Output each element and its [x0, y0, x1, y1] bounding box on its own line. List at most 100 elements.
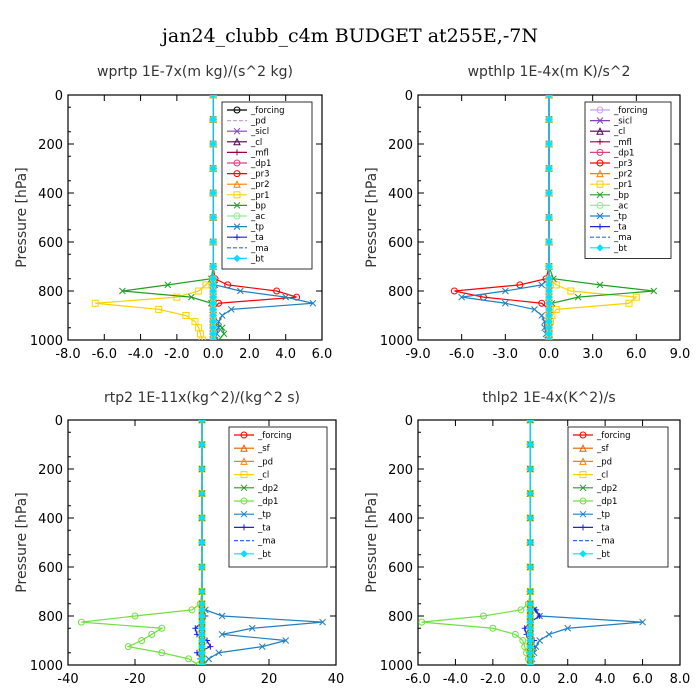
- series-line_dp1: [421, 420, 531, 665]
- series-point_tp: [282, 293, 290, 301]
- series-point_bt: [198, 465, 206, 473]
- legend-label: _dp1: [250, 159, 271, 169]
- legend-marker: [596, 159, 604, 167]
- series-point_bp: [220, 330, 228, 338]
- legend-marker: [233, 170, 241, 178]
- series-point_bt: [526, 514, 534, 522]
- y-tick-label: 0: [55, 414, 63, 429]
- legend-label: _ta: [613, 223, 627, 233]
- x-tick-label: -4.0: [128, 347, 153, 362]
- series-point_dp1: [511, 630, 519, 638]
- series-point_pr1: [552, 305, 560, 313]
- y-tick-label: 1000: [30, 334, 63, 349]
- y-tick-label: 1000: [30, 659, 63, 674]
- series-point_bt: [545, 213, 553, 222]
- legend-marker: [233, 159, 241, 167]
- legend-label: _tp: [257, 510, 271, 520]
- legend-marker: [241, 524, 247, 531]
- legend-marker: [233, 223, 241, 230]
- legend-label: _bt: [250, 254, 265, 264]
- x-tick-label: -40: [57, 672, 78, 687]
- series-point_dp2: [526, 420, 534, 424]
- legend-marker: [596, 148, 604, 156]
- legend-label: _bp: [250, 201, 266, 211]
- series-point_tp: [501, 287, 509, 295]
- plot-frame: [67, 94, 323, 341]
- series-point_ta: [536, 613, 543, 619]
- series-point_bt: [209, 238, 217, 246]
- y-axis-label: Pressure [hPa]: [14, 167, 30, 267]
- legend-label: _ma: [613, 233, 632, 243]
- series-point_tp: [538, 281, 546, 289]
- y-tick-label: 200: [388, 138, 413, 153]
- legend-label: _sf: [257, 444, 271, 454]
- series-point_tp: [309, 299, 317, 307]
- legend-marker: [579, 471, 587, 479]
- x-tick-label: -6.0: [92, 347, 117, 362]
- y-tick-label: 800: [388, 285, 413, 300]
- series-point_bt: [526, 661, 534, 665]
- y-tick-label: 200: [38, 138, 63, 153]
- y-tick-label: 600: [38, 561, 63, 576]
- series-point_dp1: [185, 655, 193, 663]
- legend-label: _pr2: [250, 180, 270, 190]
- legend-marker: [233, 212, 241, 220]
- y-tick-label: 0: [405, 414, 413, 429]
- y-tick-label: 800: [38, 285, 63, 300]
- series-point_bt: [545, 336, 553, 340]
- legend-marker: [579, 550, 587, 558]
- series-point_bt: [526, 440, 534, 449]
- series-point_bp: [164, 281, 172, 289]
- series-group: [91, 95, 317, 340]
- series-point_dp1: [418, 618, 426, 626]
- y-axis-label: Pressure [hPa]: [364, 492, 380, 592]
- y-axis-label: Pressure [hPa]: [364, 167, 380, 267]
- y-tick-label: 600: [388, 561, 413, 576]
- series-point_tp: [227, 306, 235, 313]
- legend-marker: [240, 510, 248, 518]
- series-point_tp: [258, 643, 266, 650]
- series-point_bt: [198, 514, 206, 522]
- legend-label: _dp2: [257, 484, 278, 494]
- series-point_pr3: [273, 287, 281, 295]
- series-point_tp: [215, 649, 223, 657]
- series-point_pr1: [552, 281, 560, 289]
- legend: _forcing _sf _pd _cl _dp2 _dp1 _tp _ta _ma _bt: [228, 426, 328, 568]
- series-group: [77, 420, 326, 665]
- series-point_dp2: [198, 661, 206, 665]
- series-group: [450, 95, 658, 340]
- legend-label: _tp: [613, 212, 627, 222]
- series-point_dp1: [158, 624, 166, 632]
- legend-label: _mfl: [613, 138, 632, 148]
- x-tick-label: 6.0: [312, 347, 333, 362]
- legend-marker: [240, 431, 248, 439]
- series-point_pr1: [173, 293, 181, 301]
- series-line_bp: [122, 95, 225, 340]
- legend-label: _pr3: [250, 170, 270, 180]
- panel-title: rtp2 1E-11x(kg^2)/(kg^2 s): [104, 390, 300, 406]
- series-point_pr1: [191, 318, 199, 326]
- series-point_ta: [207, 643, 214, 650]
- legend-label: _tp: [250, 223, 264, 233]
- series-point_bt: [209, 115, 217, 124]
- x-tick-label: 8.0: [670, 672, 691, 687]
- series-point_pr1: [155, 305, 163, 313]
- y-tick-label: 600: [388, 236, 413, 251]
- series-point_tp: [215, 318, 222, 325]
- legend-marker: [596, 212, 604, 220]
- series-point_bt: [545, 95, 553, 99]
- legend: _forcing _sf _pd _cl _dp2 _dp1 _tp _ta _ma _bt: [567, 426, 669, 568]
- legend: _forcing_sicl_cl_mfl_dp1_pr3_pr2_pr1_bp_…: [584, 101, 672, 259]
- legend-label: _bt: [613, 244, 628, 254]
- series-point_bt: [526, 489, 534, 498]
- legend-box: [221, 101, 313, 270]
- legend-label: _cl: [250, 138, 262, 148]
- legend-marker: [233, 127, 241, 135]
- y-tick-label: 400: [388, 187, 413, 202]
- series-point_tp: [218, 612, 226, 620]
- series-point_pr3: [538, 299, 546, 307]
- legend-marker: [234, 149, 240, 156]
- series-point_tp: [237, 287, 244, 295]
- legend-marker: [597, 138, 603, 145]
- legend-marker: [596, 201, 604, 209]
